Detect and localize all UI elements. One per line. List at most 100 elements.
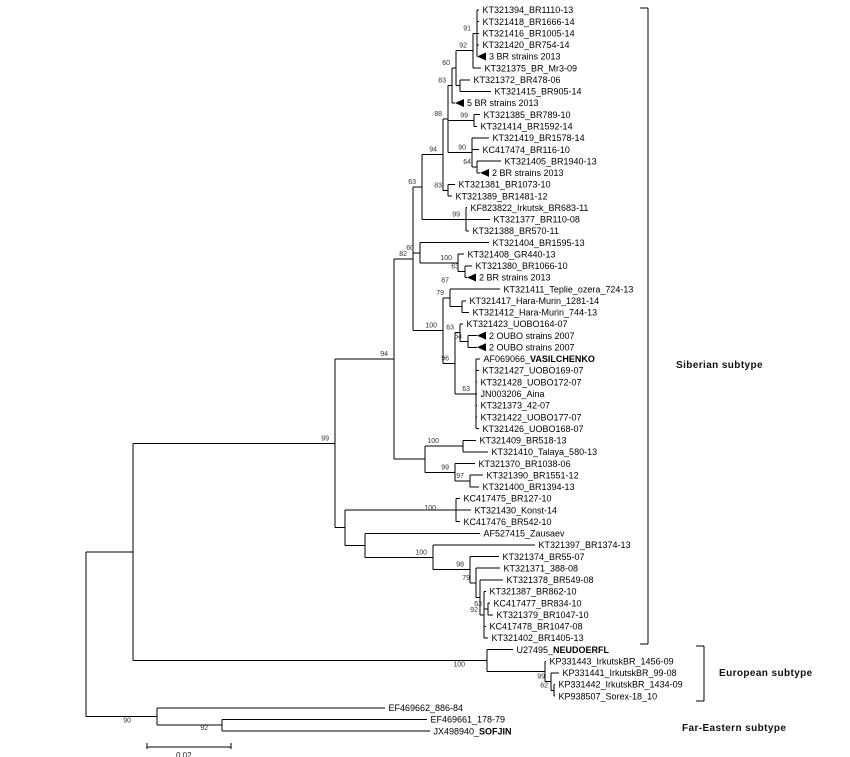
scale-bar-label: 0.02 <box>176 751 192 757</box>
taxon-label: KC417474_BR116-10 <box>483 145 570 155</box>
bootstrap-value: 60 <box>406 245 414 252</box>
bootstrap-value: 82 <box>399 251 407 258</box>
taxon-label: KT321390_BR1551-12 <box>487 470 579 480</box>
taxon-label: KT321423_UOBO164-07 <box>467 319 568 329</box>
bootstrap-value: 62 <box>540 682 548 689</box>
bootstrap-value: 90 <box>458 144 466 151</box>
bootstrap-value: 98 <box>456 562 464 569</box>
bootstrap-value: 92 <box>470 607 478 614</box>
taxon-label: KT321414_BR1592-14 <box>481 122 573 132</box>
bootstrap-value: 79 <box>462 575 470 582</box>
bootstrap-value: 100 <box>453 662 465 669</box>
bootstrap-value: 99 <box>321 435 329 442</box>
taxon-label: KP331441_IrkutskBR_99-08 <box>563 668 677 678</box>
bootstrap-value: 100 <box>415 549 427 556</box>
taxon-label: KC417476_BR542-10 <box>464 517 552 527</box>
taxon-label: KT321374_BR55-07 <box>503 552 585 562</box>
collapsed-clade-triangle <box>480 168 489 177</box>
taxon-label: KC417477_BR834-10 <box>494 598 582 608</box>
subtype-label-siberian: Siberian subtype <box>676 360 763 371</box>
taxon-label: 3 BR strains 2013 <box>489 52 561 62</box>
bootstrap-value: 100 <box>440 255 452 262</box>
taxon-label: KT321380_BR1066-10 <box>476 261 568 271</box>
taxon-label: KP938507_Sorex-18_10 <box>559 691 658 701</box>
bootstrap-value: 100 <box>427 438 439 445</box>
taxon-label: KT321371_388-08 <box>504 563 579 573</box>
collapsed-clade-triangle <box>477 52 486 61</box>
bootstrap-value: 64 <box>463 159 471 166</box>
bootstrap-value: 60 <box>442 60 450 67</box>
taxon-label: KT321420_BR754-14 <box>483 40 570 50</box>
taxon-label: KT321388_BR570-11 <box>473 226 559 236</box>
collapsed-clade-triangle <box>455 99 464 108</box>
bootstrap-value: 94 <box>380 351 388 358</box>
taxon-label: 5 BR strains 2013 <box>467 98 539 108</box>
taxon-label: KT321426_UOBO168-07 <box>483 424 584 434</box>
bootstrap-value: 83 <box>438 78 446 85</box>
taxon-label: KT321385_BR789-10 <box>484 110 571 120</box>
taxon-label: KT321422_UOBO177-07 <box>481 412 582 422</box>
taxon-label: KP331442_IrkutskBR_1434-09 <box>559 680 683 690</box>
bootstrap-value: 83 <box>434 182 442 189</box>
taxon-label: KT321411_Teplie_ozera_724-13 <box>504 284 634 294</box>
taxon-label: AF527415_Zausaev <box>484 529 566 539</box>
taxon-label: KT321375_BR_Mr3-09 <box>485 63 578 73</box>
taxon-label: KT321427_UOBO169-07 <box>483 366 584 376</box>
bootstrap-value: 88 <box>434 111 442 118</box>
bootstrap-value: 92 <box>459 43 467 50</box>
collapsed-clade-triangle <box>467 273 476 282</box>
taxon-label: KT321417_Hara-Murin_1281-14 <box>470 296 600 306</box>
bootstrap-value: 99 <box>452 211 460 218</box>
taxon-label: KT321408_GR440-13 <box>468 249 556 259</box>
bootstrap-value: 87 <box>441 277 449 284</box>
bootstrap-value: 92 <box>200 725 208 732</box>
taxon-label: KT321389_BR1481-12 <box>456 191 548 201</box>
taxon-label: KT321372_BR478-06 <box>474 75 561 85</box>
bootstrap-value: 99 <box>537 674 545 681</box>
taxon-label: KT321404_BR1595-13 <box>493 238 585 248</box>
taxon-label: KT321430_Konst-14 <box>475 505 558 515</box>
taxon-label: KP331443_IrkutskBR_1456-09 <box>550 656 674 666</box>
taxon-label: KT321381_BR1073-10 <box>459 180 551 190</box>
taxon-label: KT321400_BR1394-13 <box>483 482 575 492</box>
subtype-label-european: European subtype <box>719 668 813 679</box>
bootstrap-value: 96 <box>441 355 449 362</box>
taxon-label: KT321377_BR110-08 <box>494 215 580 225</box>
bootstrap-value: 100 <box>424 505 436 512</box>
bootstrap-value: 99 <box>441 464 449 471</box>
bootstrap-value: 63 <box>451 264 459 271</box>
taxon-label: JN003206_Aina <box>481 389 545 399</box>
bootstrap-value: 99 <box>460 112 468 119</box>
bootstrap-value: 90 <box>123 718 131 725</box>
bootstrap-value: 63 <box>474 601 482 608</box>
taxon-label: KT321397_BR1374-13 <box>539 540 631 550</box>
taxon-label: KT321428_UOBO172-07 <box>481 377 582 387</box>
taxon-label: 2 BR strains 2013 <box>479 273 551 283</box>
collapsed-clade-triangle <box>477 331 486 340</box>
taxon-label: KC417478_BR1047-08 <box>490 622 583 632</box>
taxon-label: KT321419_BR1578-14 <box>493 133 585 143</box>
taxon-label: 2 BR strains 2013 <box>492 168 564 178</box>
taxon-label: 2 OUBO strains 2007 <box>489 331 575 341</box>
taxon-label: EF469661_178-79 <box>431 715 506 725</box>
taxon-label: KT321416_BR1005-14 <box>483 28 575 38</box>
bootstrap-value: 64 <box>454 333 462 340</box>
taxon-label: KT321373_42-07 <box>481 401 551 411</box>
taxon-label: KC417475_BR127-10 <box>464 494 552 504</box>
taxon-label: KT321405_BR1940-13 <box>505 156 597 166</box>
taxon-label: EF469662_886-84 <box>389 703 464 713</box>
taxon-label: KF823822_Irkutsk_BR683-11 <box>471 203 589 213</box>
subtype-label-far-eastern: Far-Eastern subtype <box>682 723 787 734</box>
taxon-label: KT321412_Hara-Murin_744-13 <box>473 308 598 318</box>
taxon-label: KT321378_BR549-08 <box>507 575 594 585</box>
taxon-label: KT321402_BR1405-13 <box>492 633 584 643</box>
bootstrap-value: 63 <box>446 325 454 332</box>
collapsed-clade-triangle <box>477 343 486 352</box>
taxon-label: 2 OUBO strains 2007 <box>489 342 575 352</box>
taxon-label: KT321387_BR862-10 <box>490 587 577 597</box>
taxon-label: KT321415_BR905-14 <box>495 87 582 97</box>
taxon-label: AF069066_VASILCHENKO <box>484 354 595 364</box>
bootstrap-value: 100 <box>425 323 437 330</box>
